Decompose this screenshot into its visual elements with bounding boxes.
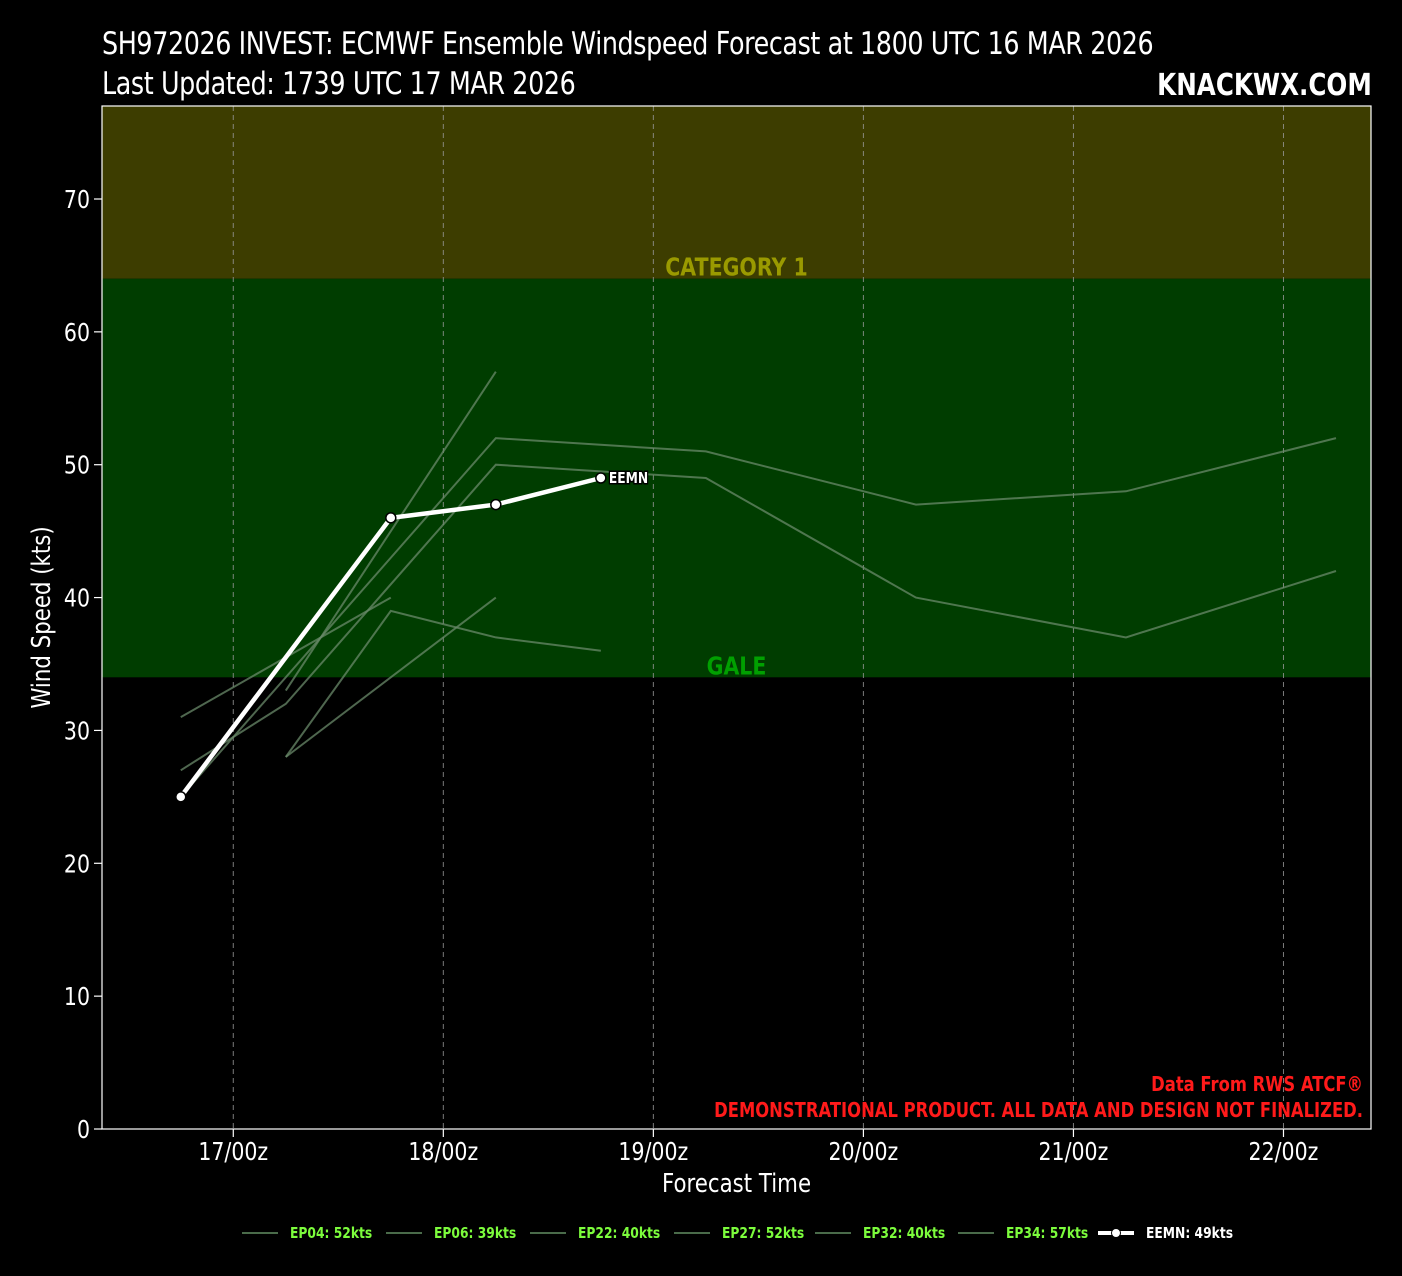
legend-label: EP34: 57kts	[1006, 1224, 1089, 1242]
x-tick-label: 18/00z	[408, 1138, 478, 1166]
y-tick-label: 60	[64, 319, 90, 347]
mean-point	[595, 472, 607, 484]
legend-item-ep22: EP22: 40kts	[530, 1218, 678, 1248]
band-label-category-1: CATEGORY 1	[665, 254, 807, 282]
legend-item-ep06: EP06: 39kts	[386, 1218, 534, 1248]
mean-point	[490, 498, 502, 511]
legend-label: EP27: 52kts	[722, 1224, 805, 1242]
mean-line-eemn	[178, 475, 602, 799]
band-gale	[102, 278, 1371, 678]
legend-swatch	[386, 1232, 422, 1234]
member-line-ep22	[285, 596, 497, 758]
legend-item-ep27: EP27: 52kts	[674, 1218, 822, 1248]
x-tick-label: 20/00z	[828, 1138, 898, 1166]
mean-point	[385, 512, 397, 524]
x-axis-label: Forecast Time	[662, 1168, 811, 1199]
legend-swatch	[530, 1232, 566, 1234]
chart-legend: EP04: 52kts EP06: 39kts EP22: 40kts EP27: 5…	[0, 1218, 1402, 1248]
legend-swatch	[958, 1232, 994, 1234]
legend-item-eemn: EEMN: 49kts	[1098, 1218, 1252, 1248]
y-tick-label: 0	[77, 1116, 90, 1144]
member-line-ep27	[180, 463, 1337, 772]
legend-swatch	[674, 1232, 710, 1234]
y-tick-label: 50	[64, 452, 90, 480]
chart-title: SH972026 INVEST: ECMWF Ensemble Windspee…	[102, 26, 1154, 62]
y-tick-label: 70	[64, 186, 90, 214]
x-tick-label: 19/00z	[618, 1138, 688, 1166]
disclaimer: DEMONSTRATIONAL PRODUCT. ALL DATA AND DE…	[714, 1100, 1363, 1123]
legend-swatch	[1098, 1228, 1134, 1238]
brand-label: KNACKWX.COM	[1157, 68, 1372, 103]
y-axis-label: Wind Speed (kts)	[26, 526, 57, 708]
mean-end-label: EEMN	[609, 470, 648, 487]
x-tick-label: 17/00z	[198, 1138, 268, 1166]
chart-subtitle: Last Updated: 1739 UTC 17 MAR 2026	[102, 66, 576, 102]
legend-item-ep34: EP34: 57kts	[958, 1218, 1106, 1248]
band-category-1	[102, 106, 1371, 279]
y-tick-label: 10	[64, 983, 90, 1011]
legend-item-ep04: EP04: 52kts	[242, 1218, 390, 1248]
legend-label: EP22: 40kts	[578, 1224, 661, 1242]
windspeed-chart: CATEGORY 1 GALE EEMN 0 10 20 30 40 50 60 70 17/00z 1…	[26, 105, 1372, 1199]
x-tick-label: 22/00z	[1249, 1138, 1319, 1166]
legend-swatch	[815, 1232, 851, 1234]
legend-item-ep32: EP32: 40kts	[815, 1218, 963, 1248]
legend-marker	[1111, 1228, 1121, 1238]
legend-label: EP06: 39kts	[434, 1224, 517, 1242]
plot-frame	[101, 105, 1372, 1130]
legend-label: EP04: 52kts	[290, 1224, 373, 1242]
member-line-ep04	[180, 437, 1337, 798]
y-tick-label: 20	[64, 850, 90, 878]
y-tick-label: 30	[64, 718, 90, 746]
y-tick-label: 40	[64, 585, 90, 613]
legend-label: EP32: 40kts	[863, 1224, 946, 1242]
legend-label: EEMN: 49kts	[1146, 1224, 1234, 1242]
data-credit: Data From RWS ATCF®	[1151, 1074, 1363, 1097]
x-tick-label: 21/00z	[1039, 1138, 1109, 1166]
member-line-ep34	[284, 371, 497, 692]
mean-point	[175, 791, 187, 803]
member-line-ep06	[284, 609, 601, 758]
band-label-gale: GALE	[707, 652, 767, 680]
legend-swatch	[242, 1232, 278, 1234]
